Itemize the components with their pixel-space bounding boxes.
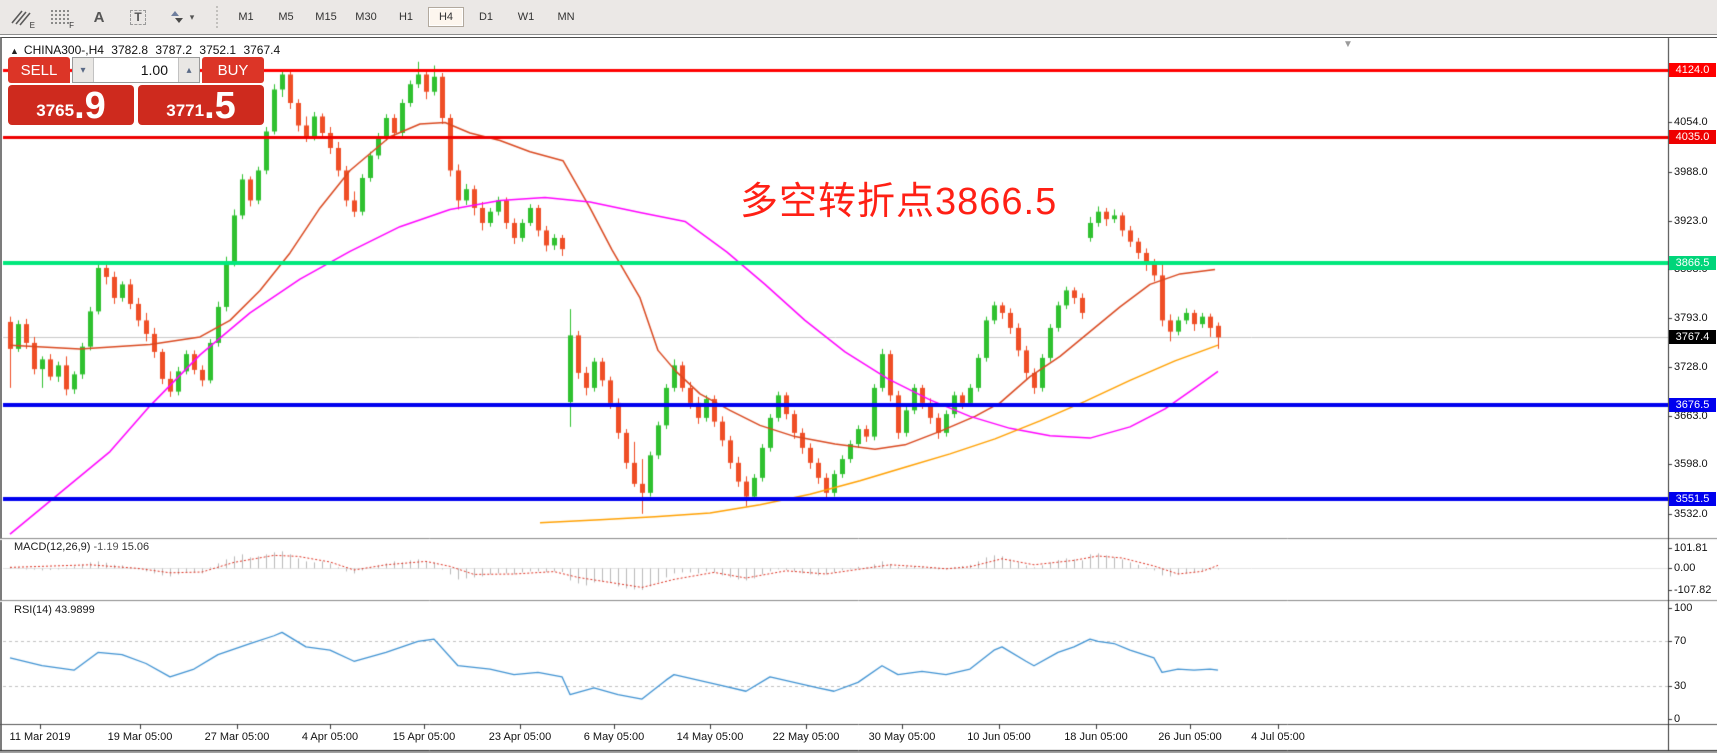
volume-stepper: ▾ 1.00 ▴ [72,57,200,83]
buy-price-main: 3771 [166,101,205,120]
macd-signal-value: 15.06 [121,541,150,553]
rsi-indicator-label: RSI(14) 43.9899 [14,604,95,616]
volume-input[interactable]: 1.00 [140,62,168,78]
rsi-value: 43.9899 [54,604,95,616]
buy-button[interactable]: BUY [202,57,264,83]
sell-price-dot: . [74,85,85,127]
chart-text-annotation: 多空转折点3866.5 [740,181,1058,223]
volume-decrease-button[interactable]: ▾ [73,58,94,82]
sell-price-frac: 9 [84,85,106,127]
close-value: 3767.4 [243,43,281,57]
buy-price-frac: 5 [214,85,236,127]
sell-price-box[interactable]: 3765. 9 [8,85,134,125]
macd-main-value: -1.19 [93,541,119,553]
one-click-trading-panel: SELL ▾ 1.00 ▴ BUY 3765. 9 3771. 5 [8,57,264,125]
high-value: 3787.2 [155,43,193,57]
open-value: 3782.8 [111,43,148,57]
chevron-up-icon: ▴ [186,64,192,76]
buy-price-dot: . [204,85,215,127]
buy-price-box[interactable]: 3771. 5 [138,85,264,125]
low-value: 3752.1 [199,43,237,57]
chart-header: ▲ CHINA300-,H4 3782.8 3787.2 3752.1 3767.… [10,43,284,57]
sell-price-main: 3765 [36,101,75,120]
macd-title: MACD(12,26,9) [14,541,91,553]
rsi-title: RSI(14) [14,604,52,616]
symbol-timeframe-label: CHINA300-,H4 [23,43,104,57]
volume-increase-button[interactable]: ▴ [178,58,199,82]
chevron-down-icon: ▾ [80,64,86,76]
sell-button[interactable]: SELL [8,57,70,83]
price-shift-marker-icon[interactable]: ▼ [1343,39,1353,50]
macd-indicator-label: MACD(12,26,9) -1.19 15.06 [14,541,149,553]
collapse-triangle-icon[interactable]: ▲ [10,46,19,56]
